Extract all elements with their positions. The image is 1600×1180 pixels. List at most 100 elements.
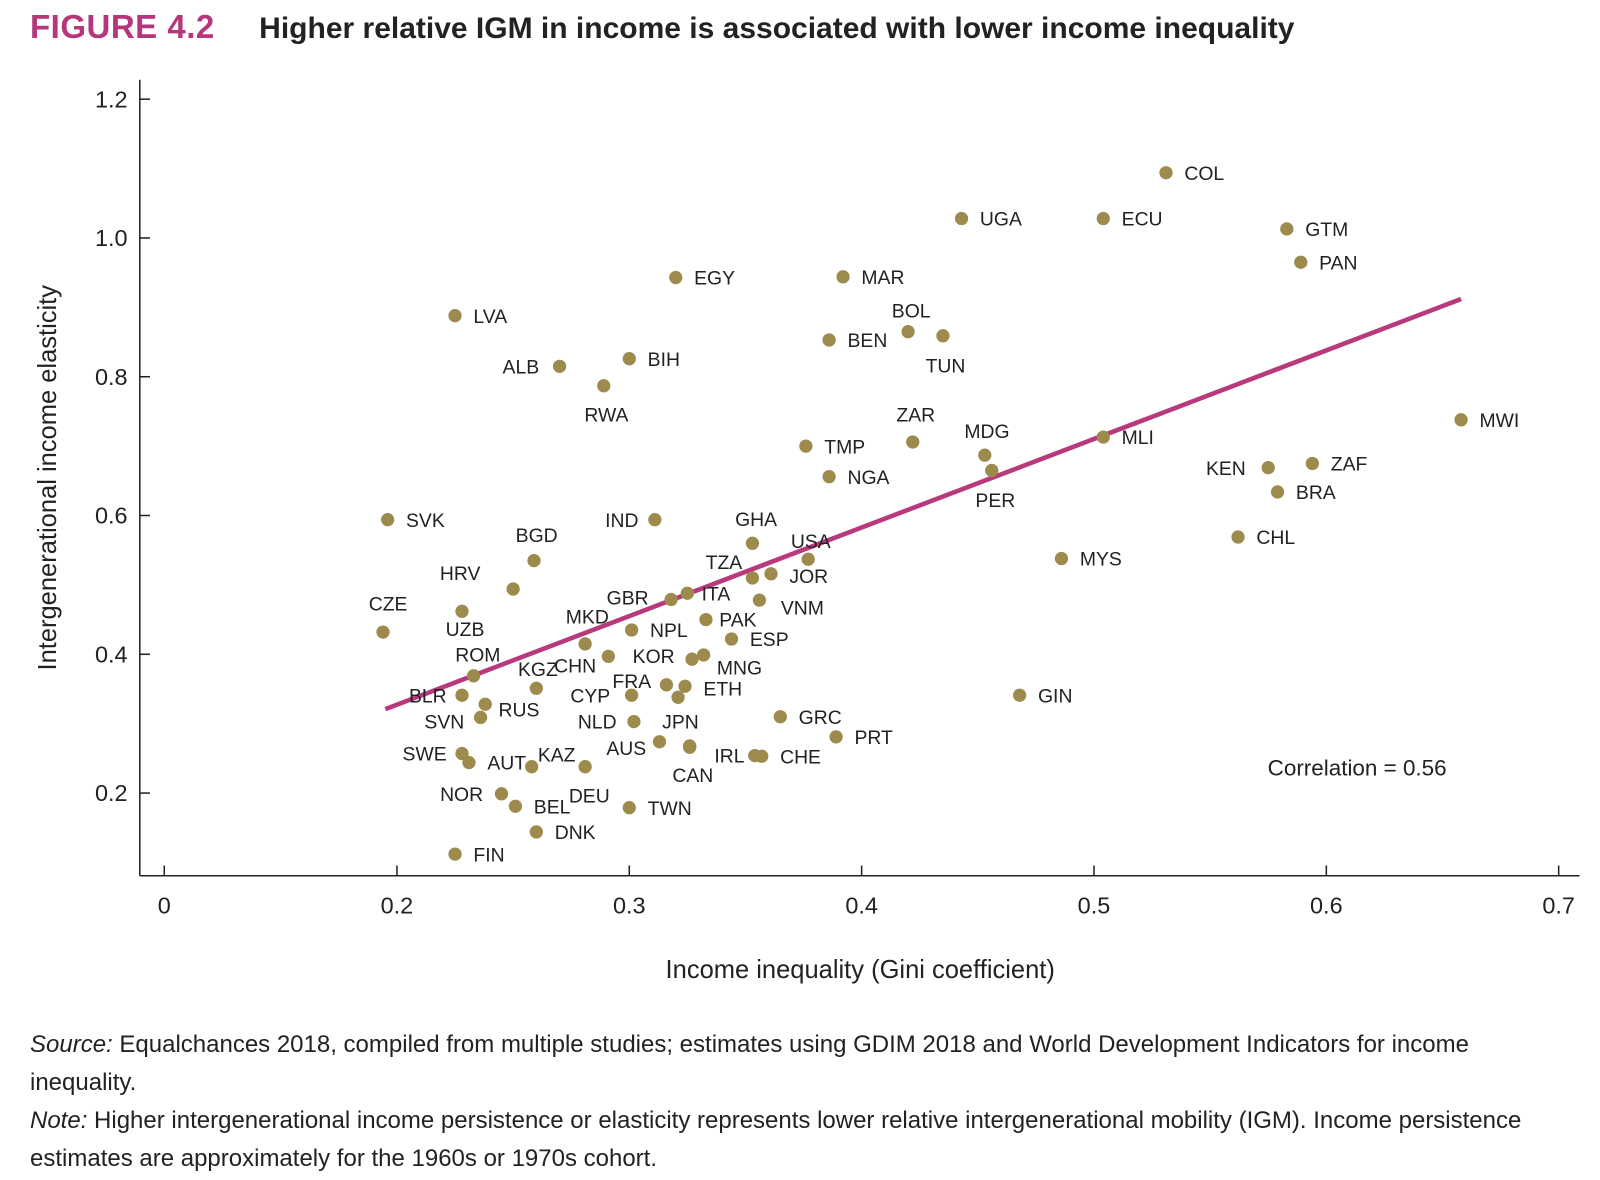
point-label: GHA bbox=[735, 509, 777, 531]
point-label: AUS bbox=[606, 738, 646, 760]
data-point bbox=[678, 679, 692, 693]
data-point bbox=[455, 604, 469, 618]
point-label: MAR bbox=[861, 267, 904, 289]
data-point bbox=[578, 637, 592, 651]
point-label: KAZ bbox=[538, 745, 576, 767]
y-tick-label: 1.0 bbox=[95, 225, 128, 251]
data-point bbox=[624, 688, 639, 702]
data-point bbox=[1054, 551, 1069, 566]
point-label: GRC bbox=[799, 707, 842, 729]
point-label: PRT bbox=[854, 727, 893, 749]
point-label: CZE bbox=[369, 594, 408, 616]
data-point bbox=[466, 669, 481, 683]
point-label: MWI bbox=[1479, 410, 1519, 432]
trend-line bbox=[384, 296, 1462, 712]
point-label: HRV bbox=[440, 563, 481, 585]
point-label: ITA bbox=[702, 583, 731, 605]
point-label: MYS bbox=[1080, 549, 1122, 571]
data-point bbox=[627, 714, 641, 729]
data-point bbox=[724, 632, 739, 646]
data-point bbox=[462, 755, 476, 770]
point-label: IRL bbox=[714, 746, 744, 768]
point-label: VNM bbox=[781, 597, 824, 619]
data-point bbox=[529, 681, 543, 695]
data-point bbox=[801, 552, 815, 566]
data-point bbox=[680, 586, 695, 600]
figure-notes: Source: Equalchances 2018, compiled from… bbox=[30, 1026, 1575, 1178]
source-text: Equalchances 2018, compiled from multipl… bbox=[30, 1031, 1469, 1096]
point-label: RWA bbox=[584, 404, 628, 426]
x-tick-label: 0.4 bbox=[845, 892, 878, 918]
data-point bbox=[829, 730, 843, 744]
data-point bbox=[527, 553, 541, 568]
point-label: TWN bbox=[648, 798, 692, 820]
point-label: SWE bbox=[403, 744, 447, 766]
point-label: BOL bbox=[892, 300, 931, 322]
data-point bbox=[1294, 255, 1308, 269]
point-label: UGA bbox=[980, 209, 1022, 231]
data-point bbox=[1305, 456, 1320, 471]
data-point bbox=[978, 448, 992, 462]
x-tick-label: 0.3 bbox=[613, 892, 646, 918]
data-point bbox=[671, 690, 685, 704]
y-tick-label: 1.2 bbox=[95, 86, 128, 112]
data-point bbox=[773, 710, 787, 724]
figure-title: Higher relative IGM in income is associa… bbox=[259, 12, 1295, 45]
data-point bbox=[755, 749, 769, 763]
y-axis-title: Intergenerational income elasticity bbox=[34, 285, 62, 671]
data-point bbox=[901, 325, 915, 339]
data-point bbox=[525, 760, 539, 774]
data-point bbox=[836, 270, 850, 284]
point-label: RUS bbox=[498, 699, 539, 721]
point-label: MDG bbox=[964, 421, 1009, 443]
x-tick-label: 0.6 bbox=[1310, 892, 1343, 918]
data-point bbox=[659, 678, 674, 692]
point-label: SVN bbox=[424, 712, 464, 734]
data-point bbox=[764, 567, 778, 581]
point-label: NLD bbox=[578, 712, 617, 734]
point-label: DEU bbox=[569, 785, 610, 807]
data-point bbox=[1012, 688, 1027, 702]
point-label: PER bbox=[975, 490, 1015, 512]
data-point bbox=[906, 435, 920, 449]
point-label: TUN bbox=[926, 356, 966, 378]
data-point bbox=[455, 688, 469, 702]
point-label: CAN bbox=[672, 765, 713, 787]
data-point bbox=[578, 760, 592, 774]
data-point bbox=[494, 787, 509, 801]
point-label: COL bbox=[1184, 163, 1224, 185]
data-point bbox=[683, 740, 697, 754]
point-label: PAN bbox=[1319, 252, 1357, 274]
data-point bbox=[699, 612, 713, 627]
data-point bbox=[1454, 413, 1468, 427]
x-tick-label: 0 bbox=[158, 892, 171, 918]
point-label: ROM bbox=[455, 645, 500, 667]
point-label: BEL bbox=[534, 796, 571, 818]
axes: 0.2 0.4 0.6 0.8 1.0 1.2 0 0.2 0.3 0.4 0.5 0.6 0.7 bbox=[95, 79, 1580, 918]
point-label: AUT bbox=[487, 753, 526, 775]
point-label: GTM bbox=[1305, 219, 1348, 241]
point-label: BIH bbox=[648, 349, 680, 371]
data-point bbox=[685, 652, 699, 666]
data-point bbox=[448, 847, 462, 861]
point-label: CHE bbox=[780, 746, 821, 768]
data-point bbox=[529, 825, 543, 839]
data-point bbox=[448, 309, 462, 323]
x-tick-label: 0.5 bbox=[1078, 892, 1111, 918]
point-label: SVK bbox=[406, 510, 445, 532]
point-label: USA bbox=[791, 531, 831, 553]
point-label: NPL bbox=[650, 620, 688, 642]
data-point bbox=[1280, 222, 1294, 236]
data-point bbox=[822, 470, 836, 484]
note-text: Higher intergenerational income persiste… bbox=[30, 1107, 1522, 1172]
data-point bbox=[506, 582, 520, 596]
point-label: BRA bbox=[1296, 482, 1336, 504]
data-point bbox=[1261, 461, 1275, 475]
x-tick-label: 0.2 bbox=[381, 892, 414, 918]
data-point bbox=[985, 463, 999, 478]
point-label: MNG bbox=[717, 657, 762, 679]
data-point bbox=[473, 710, 488, 725]
point-label: LVA bbox=[473, 306, 507, 328]
correlation-annotation: Correlation = 0.56 bbox=[1268, 756, 1447, 781]
point-label: ESP bbox=[750, 629, 789, 651]
